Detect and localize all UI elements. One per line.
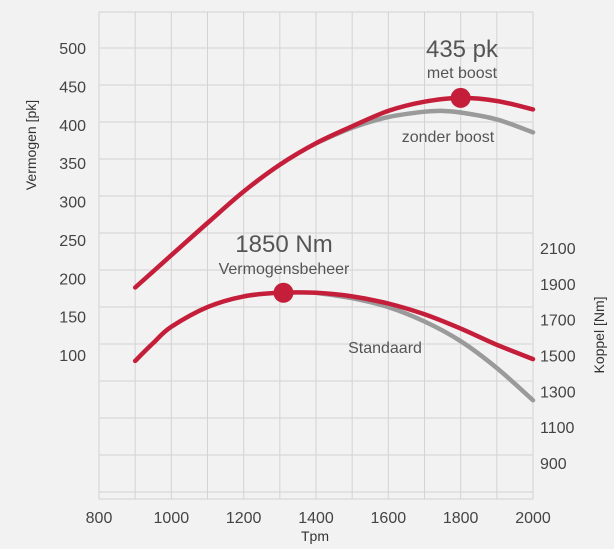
- x-tick-label: 1800: [443, 510, 479, 527]
- annotation-boost-label: met boost: [427, 65, 498, 82]
- y-right-axis-title: Koppel [Nm]: [591, 296, 607, 373]
- label-standaard: Standaard: [348, 340, 422, 357]
- annotation-torque-label: Vermogensbeheer: [219, 261, 350, 278]
- y-left-tick-label: 300: [59, 195, 86, 212]
- x-tick-label: 2000: [515, 510, 551, 527]
- annotation-torque-value: 1850 Nm: [235, 231, 332, 258]
- y-left-tick-label: 150: [59, 310, 86, 327]
- y-left-tick-label: 350: [59, 156, 86, 173]
- y-left-tick-label: 100: [59, 348, 86, 365]
- x-tick-label: 800: [86, 510, 113, 527]
- series-line-vermogensbeheer: [132, 290, 536, 364]
- x-tick-label: 1600: [371, 510, 407, 527]
- annotation-boost-value: 435 pk: [426, 36, 499, 63]
- markers: [273, 87, 471, 303]
- y-left-tick-label: 400: [59, 118, 86, 135]
- x-tick-label: 1200: [226, 510, 262, 527]
- x-tick-label: 1000: [154, 510, 190, 527]
- y-right-tick-label: 900: [540, 456, 567, 473]
- y-left-tick-label: 250: [59, 233, 86, 250]
- x-tick-label: 1400: [298, 510, 334, 527]
- grid: [98, 11, 534, 500]
- label-zonder-boost: zonder boost: [402, 129, 495, 146]
- y-right-tick-label: 1100: [540, 420, 575, 437]
- y-right-tick-label: 1500: [540, 349, 576, 366]
- x-axis-title: Tpm: [301, 528, 329, 544]
- peak-marker: [450, 87, 471, 108]
- tick-labels: 800 1000 1200 1400 1600 1800 2000 100 150 200 250 3…: [59, 41, 575, 527]
- y-left-tick-label: 450: [59, 79, 86, 96]
- y-left-tick-label: 200: [59, 271, 86, 288]
- y-right-tick-label: 2100: [540, 241, 576, 258]
- y-right-tick-label: 1700: [540, 313, 576, 330]
- peak-marker: [273, 282, 294, 303]
- y-left-tick-label: 500: [59, 41, 86, 58]
- y-left-axis-title: Vermogen [pk]: [23, 100, 39, 190]
- y-right-tick-label: 1300: [540, 384, 576, 401]
- y-right-tick-label: 1900: [540, 277, 576, 294]
